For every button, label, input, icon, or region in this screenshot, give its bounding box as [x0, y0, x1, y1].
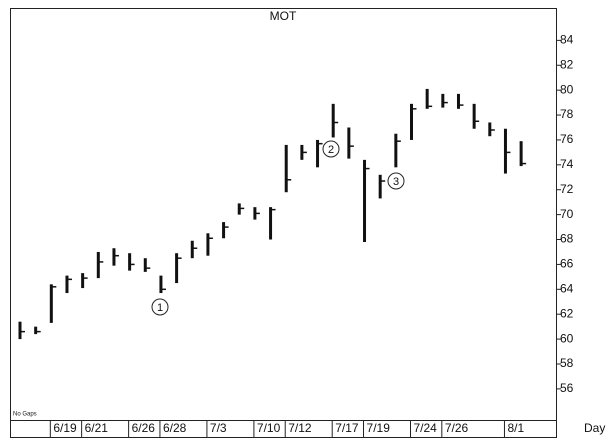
y-tick-label: 74	[560, 157, 574, 171]
y-tick-label: 58	[560, 356, 574, 370]
annotation-circle	[322, 140, 340, 158]
note: No Gaps	[13, 412, 37, 418]
x-axis-label: Day	[584, 421, 605, 435]
x-tick-label: 7/19	[367, 421, 391, 435]
x-tick-label: 6/28	[163, 421, 187, 435]
x-tick-label: 6/19	[53, 421, 77, 435]
y-tick-label: 62	[560, 306, 574, 320]
y-tick-label: 78	[560, 107, 574, 121]
y-tick-label: 84	[560, 33, 574, 47]
x-tick-label: 6/26	[132, 421, 156, 435]
annotation: 2	[328, 144, 334, 156]
x-tick-label: 7/3	[210, 421, 227, 435]
x-tick-label: 8/1	[507, 421, 524, 435]
plot-frame	[10, 8, 557, 438]
annotation-circle	[151, 298, 169, 316]
y-tick-label: 82	[560, 57, 574, 71]
x-tick-label: 7/26	[445, 421, 469, 435]
annotation: 3	[393, 176, 399, 188]
y-tick-label: 72	[560, 182, 574, 196]
chart-title: MOT	[270, 9, 297, 23]
annotation: 1	[157, 302, 163, 314]
y-tick-label: 60	[560, 331, 574, 345]
x-tick-label: 7/24	[414, 421, 438, 435]
y-tick-label: 64	[560, 281, 574, 295]
y-tick-label: 66	[560, 257, 574, 271]
x-tick-label: 7/10	[257, 421, 281, 435]
x-tick-label: 7/12	[288, 421, 312, 435]
y-tick-label: 76	[560, 132, 574, 146]
y-tick-label: 70	[560, 207, 574, 221]
y-tick-label: 80	[560, 82, 574, 96]
x-tick-label: 7/17	[335, 421, 359, 435]
x-tick-label: 6/21	[85, 421, 109, 435]
annotation-circle	[387, 172, 405, 190]
y-tick-label: 56	[560, 381, 574, 395]
y-tick-label: 68	[560, 232, 574, 246]
